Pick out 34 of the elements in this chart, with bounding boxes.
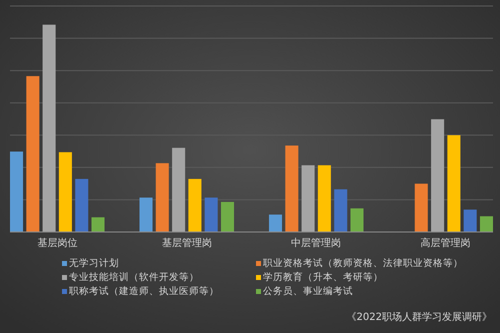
bar — [42, 24, 56, 232]
bar — [334, 189, 348, 232]
legend-label: 学历教育（升本、考研等） — [263, 271, 383, 283]
bar — [447, 135, 460, 232]
bar — [414, 184, 428, 232]
bar — [58, 152, 72, 232]
bar — [172, 148, 186, 232]
x-tick-label: 高层管理岗 — [420, 237, 471, 249]
bar — [464, 210, 477, 232]
bar — [10, 152, 24, 232]
legend-label: 无学习计划 — [69, 257, 119, 269]
bar — [350, 208, 364, 232]
x-tick-label: 基层岗位 — [37, 237, 78, 249]
bar — [302, 165, 315, 232]
bar — [220, 202, 234, 232]
bar — [75, 178, 88, 232]
bar — [204, 198, 218, 232]
legend-label: 职称考试（建造师、执业医师等） — [69, 285, 219, 297]
bar — [156, 163, 169, 232]
bar — [318, 165, 331, 232]
legend-label: 专业技能培训（软件开发等） — [69, 271, 199, 283]
bar — [188, 178, 202, 232]
legend-label: 职业资格考试（教师资格、法律职业资格等） — [263, 257, 463, 269]
legend-label: 公务员、事业编考试 — [263, 285, 353, 297]
bar — [268, 214, 282, 232]
bar — [91, 217, 105, 232]
x-tick-label: 基层管理岗 — [162, 237, 212, 249]
x-tick-label: 中层管理岗 — [291, 237, 342, 249]
text: 《2022职场人群学习发展调研》 — [346, 311, 492, 323]
bar — [480, 216, 493, 232]
bar — [139, 198, 153, 232]
bar — [431, 119, 444, 232]
bar — [26, 76, 40, 232]
bar — [285, 146, 298, 232]
